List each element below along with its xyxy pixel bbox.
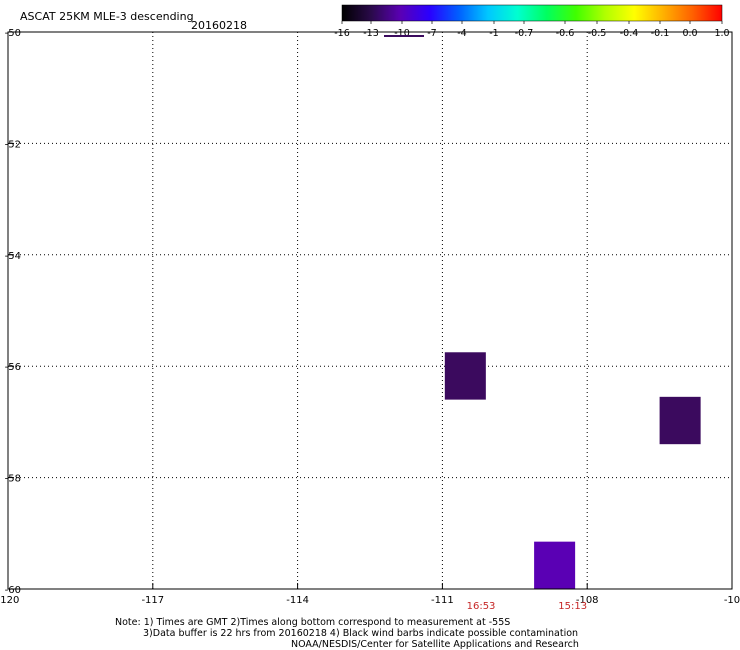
data-cell <box>534 541 576 589</box>
colorbar-tick-label: -0.1 <box>651 28 670 39</box>
colorbar-tick-label: -10 <box>394 28 410 39</box>
colorbar-gradient <box>341 4 723 22</box>
colorbar-tick-label: -13 <box>363 28 379 39</box>
colorbar: -16 -13 -10 -7 -4 -1 -0.7 -0.6 -0.5 -0.4 -0.1 0.0 1.… <box>334 4 730 39</box>
colorbar-tick-label: 0.0 <box>682 28 697 39</box>
colorbar-range-marker <box>384 35 424 37</box>
colorbar-tick-label: -0.7 <box>515 28 534 39</box>
colorbar-tick-label: 1.0 <box>714 28 729 39</box>
x-tick-label: -111 <box>431 595 454 606</box>
colorbar-tick-label: -0.4 <box>620 28 639 39</box>
x-tick-label: -108 <box>576 595 599 606</box>
x-tick-label: -117 <box>141 595 164 606</box>
data-cell <box>444 352 486 400</box>
data-cells <box>444 352 701 589</box>
credit-line: NOAA/NESDIS/Center for Satellite Applica… <box>291 639 579 650</box>
pass-time-label: 15:13 <box>558 601 587 612</box>
y-tick-label: -56 <box>5 362 21 373</box>
pass-time-label: 16:53 <box>467 601 496 612</box>
map-frame <box>7 31 733 590</box>
colorbar-tick-label: -16 <box>334 28 350 39</box>
product-date: 20160218 <box>191 19 247 32</box>
map-grid <box>8 32 732 589</box>
colorbar-tick-label: -7 <box>427 28 436 39</box>
note-line-1: Note: 1) Times are GMT 2)Times along bot… <box>115 617 510 628</box>
colorbar-tick-label: -0.5 <box>588 28 607 39</box>
colorbar-tick-label: -4 <box>457 28 466 39</box>
y-tick-label: -50 <box>5 28 21 39</box>
colorbar-tick-label: -1 <box>489 28 498 39</box>
x-tick-label: -120 <box>0 595 19 606</box>
colorbar-tick-label: -0.6 <box>556 28 575 39</box>
note-line-2: 3)Data buffer is 22 hrs from 20160218 4)… <box>143 628 578 639</box>
data-cell <box>659 396 701 445</box>
y-tick-label: -60 <box>5 585 21 596</box>
product-title: ASCAT 25KM MLE-3 descending <box>20 10 194 23</box>
y-tick-label: -54 <box>5 251 21 262</box>
y-tick-label: -52 <box>5 139 21 150</box>
x-tick-label: -114 <box>286 595 309 606</box>
y-tick-label: -58 <box>5 474 21 485</box>
x-tick-label: -10 <box>724 595 740 606</box>
axis-ticks: -120 -117 -114 -111 -108 -10 -50 -52 -54 -56 -58 -6… <box>0 28 740 606</box>
time-labels: 16:53 15:13 <box>467 601 588 612</box>
